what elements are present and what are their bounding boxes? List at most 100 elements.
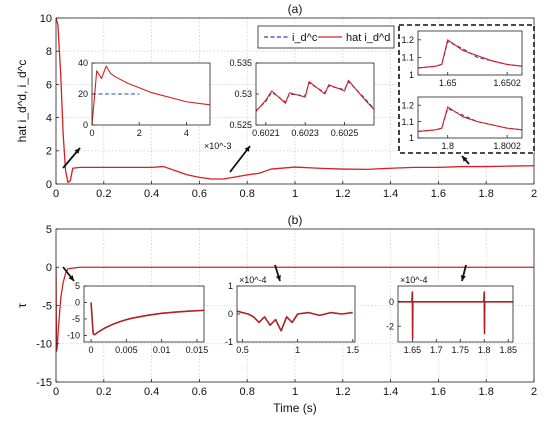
- y-tick-label: 0: [83, 120, 88, 130]
- x-tick-label: 1.8002: [493, 141, 521, 151]
- x-tick-label: 1.6: [431, 188, 446, 200]
- y-exponent-label: ×10^-4: [239, 275, 267, 285]
- bottom-series-group: [56, 266, 534, 353]
- y-tick-label: 40: [78, 58, 88, 68]
- y-tick-label: 0.525: [229, 120, 252, 130]
- x-tick-label: 0.2: [96, 188, 111, 200]
- chart-title: (a): [288, 2, 303, 16]
- bottom-inset-2-series-group: [237, 310, 353, 332]
- y-tick-label: 5: [46, 224, 52, 236]
- y-tick-label: 1: [228, 281, 233, 291]
- x-tick-label: 2: [137, 128, 142, 138]
- annotation-arrowhead: [275, 275, 281, 281]
- y-tick-label: 6: [46, 79, 52, 91]
- x-tick-label: 1.4: [383, 386, 398, 398]
- y-tick-label: 20: [78, 89, 88, 99]
- top-chart: 0 0.2 0.4 0.6 0.8 1 1.2 1.4 1.6 1.8 20246810(a)hat…: [15, 2, 537, 200]
- top-inset-4-group: 1.8 1.8002 1 1.1 1.2: [401, 96, 523, 151]
- bottom-inset-1-frame: [83, 285, 205, 343]
- bottom-inset-3-group: 1.65 1.7 1.75 1.8 1.85 -2 0 ×10^-4: [386, 275, 517, 355]
- x-tick-label: 0: [53, 188, 59, 200]
- y-tick-label: 0.535: [229, 58, 252, 68]
- top-series-group: [56, 18, 534, 183]
- top-inset-2-series-group: [256, 79, 374, 112]
- legend-label-command: i_d^c: [292, 32, 318, 44]
- y-tick-label: 1.1: [401, 117, 414, 127]
- y-exponent-label: ×10^-4: [400, 275, 428, 285]
- x-tick-label: 1.85: [499, 345, 517, 355]
- annotation-arrow-line: [229, 145, 251, 173]
- bottom-inset-2-group: 0.5 1 1.5 -1 0 1 ×10^-4: [225, 275, 359, 355]
- x-tick-label: 0.8: [240, 188, 255, 200]
- x-tick-label: 0.01: [153, 345, 171, 355]
- y-tick-label: 0: [46, 179, 52, 191]
- top-inset-3-series-group: [418, 39, 522, 69]
- x-tick-label: 1.7: [430, 345, 443, 355]
- annotation-arrowhead: [68, 275, 74, 281]
- x-tick-label: 1.8: [479, 386, 494, 398]
- y-tick-label: -1: [225, 337, 233, 347]
- x-tick-label: 1: [292, 386, 298, 398]
- y-tick-label: 8: [46, 46, 52, 58]
- series-line-hat-i-d-d: [418, 106, 522, 132]
- top-inset-3-group: 1.65 1.6502 1 1.1 1.2: [401, 30, 523, 88]
- y-tick-label: 1.2: [401, 100, 414, 110]
- x-tick-label: 0: [53, 386, 59, 398]
- top-inset-2-group: 0.6021 0.6023 0.6025 0.525 0.53 0.535: [229, 58, 375, 138]
- y-tick-label: 0: [389, 297, 394, 307]
- annotation-arrowhead: [460, 275, 466, 281]
- x-tick-label: 1.65: [404, 345, 422, 355]
- x-tick-label: 4: [184, 128, 189, 138]
- x-tick-label: 1.75: [452, 345, 470, 355]
- y-tick-label: 4: [46, 112, 52, 124]
- x-tick-label: 0.6021: [252, 128, 280, 138]
- series-line-hat-i-d-d: [418, 39, 522, 69]
- y-tick-label: -5: [72, 314, 80, 324]
- legend: i_d^c hat i_d^d: [257, 25, 395, 49]
- y-tick-label: -10: [36, 339, 52, 351]
- x-tick-label: 0.4: [144, 386, 159, 398]
- x-tick-label: 0.8: [240, 386, 255, 398]
- x-tick-label: 0.5: [236, 345, 249, 355]
- y-tick-label: 1: [409, 70, 414, 80]
- top-inset-4-frame: [417, 96, 523, 139]
- bottom-inset-3-plot-bg: [398, 286, 513, 342]
- y-tick-label: -5: [42, 300, 52, 312]
- x-tick-label: 0.2: [96, 386, 111, 398]
- bottom-inset-1-group: 0 0.005 0.01 0.015 -10 -5 0 5: [67, 281, 208, 355]
- bottom-inset-1-series-group: [90, 302, 204, 336]
- x-tick-label: 0.015: [186, 345, 209, 355]
- x-tick-label: 1.4: [383, 188, 398, 200]
- x-tick-label: 1.8: [441, 141, 454, 151]
- annotation-arrows: [62, 145, 470, 282]
- y-tick-label: 2: [46, 146, 52, 158]
- bottom-chart: 0 0.2 0.4 0.6 0.8 1 1.2 1.4 1.6 1.8 2-15-10-505(b)…: [15, 213, 537, 415]
- top-inset-4-series-group: [418, 106, 522, 132]
- x-tick-label: 0: [89, 128, 94, 138]
- x-tick-label: 1: [292, 188, 298, 200]
- y-tick-label: 10: [40, 13, 52, 25]
- y-tick-label: -2: [386, 321, 394, 331]
- bottom-inset-3-frame: [397, 285, 514, 343]
- top-inset-3-frame: [417, 30, 523, 76]
- x-tick-label: 1.2: [335, 188, 350, 200]
- series-line-hat-i-d-d: [56, 18, 534, 183]
- y-tick-label: 0: [75, 298, 80, 308]
- y-tick-label: -15: [36, 377, 52, 389]
- series-line--: [90, 302, 204, 336]
- series-line-hat-i-d-d: [92, 65, 210, 125]
- y-axis-label: hat i_d^d, i_d^c: [15, 60, 29, 143]
- annotation-arrowhead: [462, 156, 468, 162]
- x-tick-label: 1.8: [479, 188, 494, 200]
- x-tick-label: 0.6: [192, 188, 207, 200]
- y-tick-label: 1.2: [401, 35, 414, 45]
- series-line--: [56, 266, 534, 353]
- x-tick-label: 1.6502: [493, 78, 521, 88]
- x-tick-label: 0.6023: [291, 128, 319, 138]
- x-exponent-label: ×10^-3: [204, 141, 232, 151]
- x-tick-label: 0.005: [115, 345, 138, 355]
- x-tick-label: 1.6: [431, 386, 446, 398]
- y-axis-label: τ: [15, 303, 29, 308]
